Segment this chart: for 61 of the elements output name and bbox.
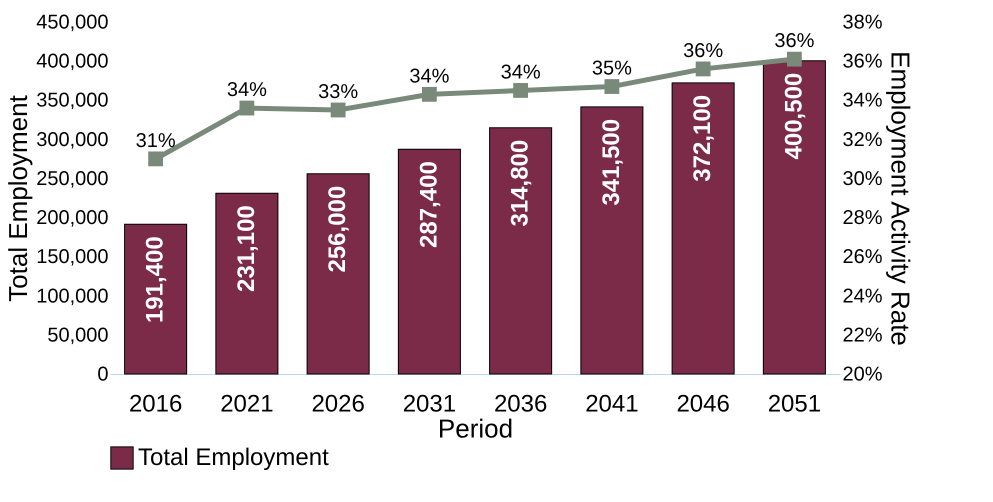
x-tick-label: 2041 (585, 390, 639, 418)
y2-tick-label: 38% (842, 12, 883, 34)
y-tick-label: 150,000 (36, 246, 108, 268)
y-tick-label: 250,000 (36, 168, 108, 190)
data-label: 256,000 (324, 186, 352, 273)
data-label: 341,500 (598, 118, 625, 206)
y2-tick-label: 32% (842, 128, 883, 151)
legend-label: Total Employment (138, 444, 330, 471)
y-tick-label: 200,000 (36, 207, 108, 230)
point (422, 86, 437, 102)
point (786, 52, 802, 67)
y2-tick-label: 34% (842, 90, 883, 112)
bar (489, 127, 552, 374)
point (330, 102, 346, 118)
bar (306, 173, 370, 374)
y2-tick-label: 26% (842, 246, 883, 268)
point (513, 83, 528, 98)
y-tick-label: 50,000 (47, 324, 108, 346)
point (148, 151, 164, 166)
y2-tick-label: 36% (842, 50, 883, 73)
x-tick-label: 2016 (128, 390, 182, 418)
point (604, 79, 620, 94)
bar (762, 60, 826, 374)
y-tick-label: 400,000 (36, 50, 108, 73)
y2-axis-title: Employment Activity Rate (886, 51, 916, 346)
y2-tick-label: 28% (842, 207, 883, 230)
x-tick-label: 2046 (676, 390, 730, 418)
y-axis-title: Total Employment (3, 94, 34, 302)
data-label: 36% (683, 40, 724, 62)
data-label: 31% (136, 130, 176, 152)
data-label: 36% (774, 30, 815, 52)
data-label: 372,100 (689, 94, 716, 182)
data-label: 191,400 (142, 236, 169, 324)
data-label: 34% (500, 61, 541, 84)
bar (215, 192, 278, 374)
y2-tick-label: 30% (842, 168, 883, 190)
data-label: 34% (226, 79, 268, 102)
bar (398, 148, 461, 374)
data-label: 314,800 (506, 140, 534, 227)
y2-tick-label: 20% (842, 364, 883, 386)
data-label: 287,400 (415, 161, 442, 248)
y-tick-label: 350,000 (36, 90, 108, 112)
x-tick-label: 2026 (311, 390, 365, 418)
bar (580, 106, 644, 374)
data-label: 34% (409, 65, 450, 88)
bar (124, 224, 188, 374)
data-label: 33% (318, 81, 358, 103)
point (239, 100, 254, 116)
y2-tick-label: 22% (842, 324, 883, 346)
y2-tick-label: 24% (842, 285, 883, 308)
y-tick-label: 100,000 (36, 285, 108, 308)
y-tick-label: 0 (97, 364, 108, 386)
point (696, 62, 711, 76)
y-tick-label: 450,000 (36, 12, 108, 34)
x-tick-label: 2021 (220, 390, 274, 418)
data-label: 400,500 (780, 72, 808, 160)
x-tick-label: 2051 (768, 390, 822, 418)
data-label: 231,100 (232, 205, 260, 292)
bar (672, 82, 735, 374)
data-label: 35% (592, 58, 632, 80)
y-tick-label: 300,000 (36, 128, 108, 151)
